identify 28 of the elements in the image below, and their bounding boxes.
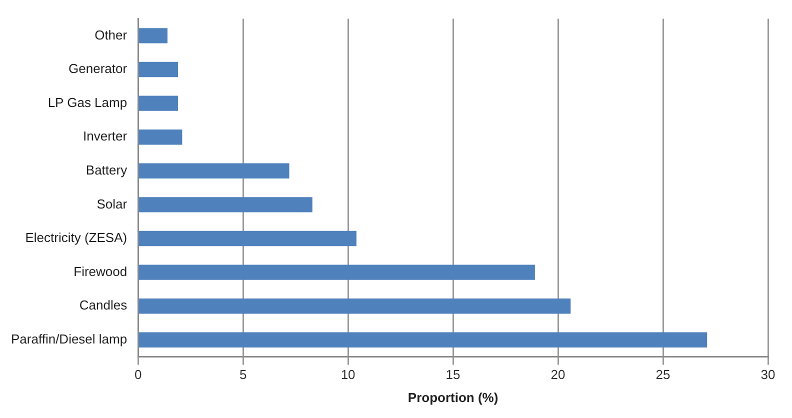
bar [138, 96, 178, 111]
bar [138, 28, 168, 44]
x-tick-label: 15 [446, 367, 460, 382]
x-tick-label: 20 [550, 367, 566, 382]
bar [138, 163, 290, 179]
bar [138, 298, 571, 314]
x-tick-label: 5 [239, 367, 247, 382]
y-tick-label: Solar [96, 196, 128, 212]
x-tick-label: 30 [760, 367, 776, 382]
y-tick-label: Inverter [83, 128, 128, 144]
x-tick-label: 25 [656, 367, 670, 382]
bar [138, 332, 708, 348]
bar [138, 197, 312, 212]
y-tick-label: Other [94, 27, 128, 42]
bar [138, 264, 535, 280]
bar [138, 230, 356, 246]
y-tick-label: Electricity (ZESA) [25, 230, 128, 246]
x-tick-label: 0 [134, 367, 142, 382]
y-tick-label: Paraffin/Diesel lamp [11, 331, 128, 346]
bar [138, 129, 182, 145]
bar [138, 62, 178, 78]
y-tick-label: LP Gas Lamp [48, 94, 128, 110]
y-tick-label: Battery [86, 162, 128, 178]
y-tick-label: Generator [68, 61, 128, 76]
x-tick-label: 10 [340, 367, 356, 382]
x-axis-title: Proportion (%) [408, 390, 498, 405]
y-tick-label: Candles [79, 298, 128, 313]
y-tick-label: Firewood [74, 264, 128, 279]
